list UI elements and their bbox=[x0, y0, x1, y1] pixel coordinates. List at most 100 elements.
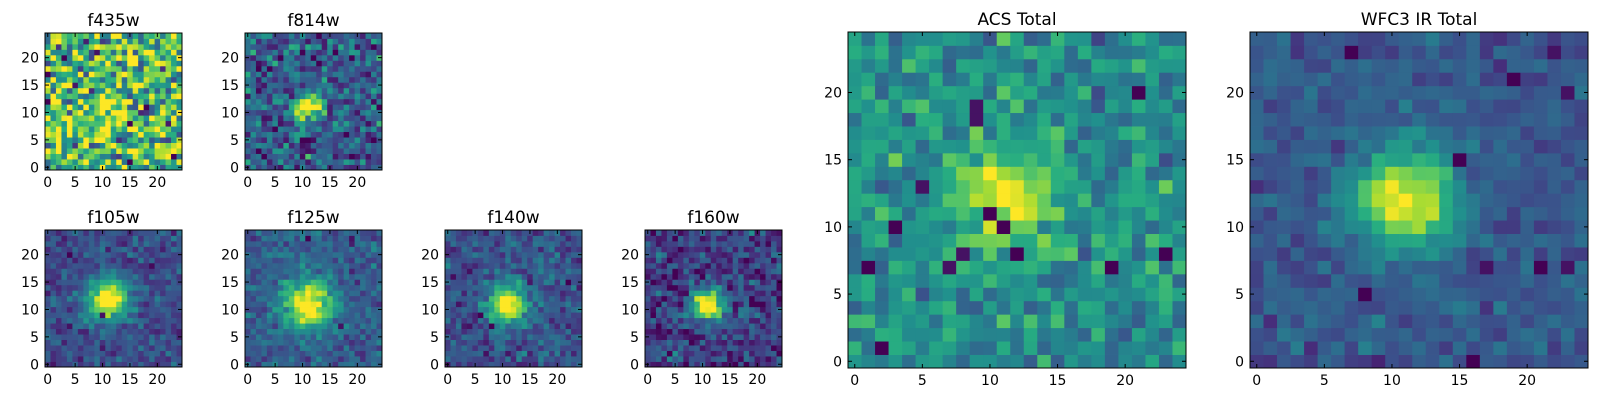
heatmap-cell bbox=[450, 279, 457, 286]
heatmap-cell bbox=[143, 33, 150, 39]
heatmap-cell bbox=[255, 356, 262, 362]
heatmap-cell bbox=[1506, 166, 1521, 181]
heatmap-cell bbox=[576, 268, 583, 275]
heatmap-cell bbox=[255, 361, 262, 368]
panel-title: f814w bbox=[287, 11, 339, 31]
heatmap-cell bbox=[650, 312, 657, 319]
heatmap-cell bbox=[888, 85, 903, 100]
heatmap-cell bbox=[483, 339, 490, 346]
heatmap-cell bbox=[110, 328, 117, 335]
heatmap-cell bbox=[250, 273, 257, 280]
heatmap-cell bbox=[149, 306, 155, 313]
heatmap-cell bbox=[349, 230, 355, 236]
heatmap-cell bbox=[138, 131, 145, 138]
heatmap-cell bbox=[477, 361, 484, 368]
heatmap-cell bbox=[160, 153, 166, 160]
heatmap-cell bbox=[1131, 45, 1146, 60]
heatmap-cell bbox=[288, 251, 295, 258]
heatmap-cell bbox=[1304, 287, 1318, 302]
heatmap-cell bbox=[1077, 32, 1092, 46]
heatmap-cell bbox=[316, 240, 323, 247]
heatmap-cell bbox=[776, 317, 783, 324]
heatmap-cell bbox=[1158, 99, 1173, 114]
heatmap-cell bbox=[516, 361, 523, 368]
heatmap-cell bbox=[472, 301, 479, 308]
heatmap-cell bbox=[50, 339, 57, 346]
heatmap-cell bbox=[99, 71, 106, 78]
heatmap-cell bbox=[294, 126, 301, 133]
heatmap-cell bbox=[888, 126, 903, 140]
heatmap-cell bbox=[165, 350, 172, 357]
heatmap-cell bbox=[1104, 193, 1119, 208]
heatmap-cell bbox=[1520, 166, 1535, 181]
heatmap-cell bbox=[288, 98, 295, 105]
heatmap-cell bbox=[55, 142, 62, 149]
heatmap-cell bbox=[261, 312, 268, 319]
heatmap-cell bbox=[343, 356, 350, 362]
heatmap-cell bbox=[765, 268, 772, 275]
heatmap-cell bbox=[138, 164, 145, 171]
heatmap-cell bbox=[1520, 193, 1535, 208]
heatmap-cell bbox=[645, 345, 651, 351]
heatmap-cell bbox=[549, 235, 555, 242]
heatmap-cell bbox=[754, 306, 761, 313]
heatmap-cell bbox=[132, 126, 139, 133]
heatmap-cell bbox=[710, 350, 717, 357]
heatmap-cell bbox=[983, 45, 998, 60]
heatmap-cell bbox=[565, 323, 572, 330]
heatmap-cell bbox=[121, 284, 128, 291]
heatmap-cell bbox=[50, 273, 57, 280]
y-tick-label: 5 bbox=[30, 133, 39, 149]
heatmap-cell bbox=[505, 306, 512, 313]
heatmap-cell bbox=[360, 142, 366, 149]
heatmap-cell bbox=[171, 339, 177, 346]
heatmap-cell bbox=[371, 295, 377, 302]
heatmap-cell bbox=[688, 257, 695, 264]
heatmap-cell bbox=[77, 306, 84, 313]
heatmap-cell bbox=[88, 87, 95, 94]
heatmap-cell bbox=[171, 268, 177, 275]
heatmap-cell bbox=[321, 246, 328, 253]
heatmap-cell bbox=[710, 328, 717, 335]
heatmap-cell bbox=[532, 251, 539, 258]
heatmap-cell bbox=[99, 268, 106, 275]
heatmap-cell bbox=[1118, 32, 1133, 46]
heatmap-cell bbox=[72, 257, 79, 264]
heatmap-cell bbox=[83, 131, 90, 138]
heatmap-cell bbox=[888, 233, 903, 248]
heatmap-cell bbox=[277, 43, 284, 50]
heatmap-cell bbox=[332, 43, 339, 50]
heatmap-cell bbox=[143, 339, 150, 346]
heatmap-cell bbox=[1050, 32, 1065, 46]
heatmap-cell bbox=[110, 306, 117, 313]
heatmap-cell bbox=[483, 230, 490, 236]
heatmap-cell bbox=[956, 152, 971, 167]
heatmap-cell bbox=[749, 306, 755, 313]
heatmap-cell bbox=[94, 98, 101, 105]
y-tick-label: 0 bbox=[430, 357, 439, 373]
heatmap-cell bbox=[677, 328, 684, 335]
heatmap-cell bbox=[176, 295, 183, 302]
heatmap-cell bbox=[165, 345, 172, 351]
heatmap-cell bbox=[149, 350, 155, 357]
heatmap-cell bbox=[371, 262, 377, 269]
heatmap-cell bbox=[121, 71, 128, 78]
heatmap-cell bbox=[1412, 220, 1427, 234]
heatmap-cell bbox=[116, 87, 123, 94]
heatmap-cell bbox=[1131, 139, 1146, 154]
heatmap-cell bbox=[343, 295, 350, 302]
heatmap-cell bbox=[354, 137, 361, 143]
heatmap-cell bbox=[576, 345, 583, 351]
heatmap-cell bbox=[283, 49, 290, 56]
heatmap-cell bbox=[376, 323, 383, 330]
heatmap-cell bbox=[132, 159, 139, 165]
heatmap-cell bbox=[1050, 273, 1065, 288]
heatmap-cell bbox=[727, 284, 734, 291]
heatmap-cell bbox=[121, 153, 128, 160]
heatmap-cell bbox=[1466, 354, 1481, 369]
heatmap-cell bbox=[488, 246, 495, 253]
heatmap-cell bbox=[721, 350, 728, 357]
heatmap-cell bbox=[305, 126, 312, 133]
heatmap-cell bbox=[88, 49, 95, 56]
heatmap-cell bbox=[554, 235, 561, 242]
